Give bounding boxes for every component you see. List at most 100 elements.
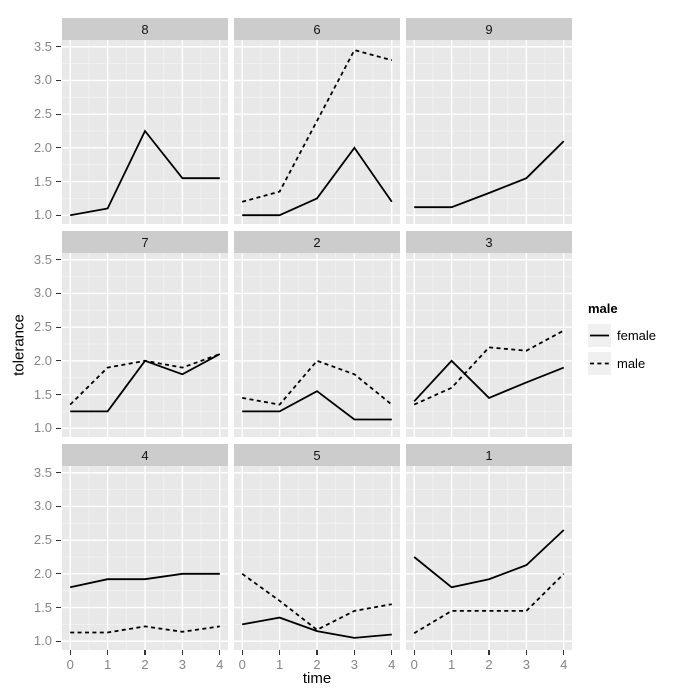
axis-tick-mark: [181, 650, 183, 655]
facet-label: 9: [485, 21, 493, 37]
axis-tick-mark: [241, 650, 243, 655]
y-tick-label: 3.0: [33, 285, 52, 301]
facet-strip: 9: [406, 18, 572, 40]
axis-tick-mark: [219, 650, 221, 655]
y-tick-label: 1.0: [33, 633, 52, 649]
facet-strip: 2: [234, 231, 400, 253]
legend-entry-female: female: [588, 324, 656, 347]
series-line-male: [241, 49, 393, 203]
y-tick-label: 2.5: [33, 106, 52, 122]
facet-label: 2: [313, 234, 321, 250]
y-tick-label: 1.0: [33, 420, 52, 436]
x-tick-label: 3: [350, 657, 358, 672]
axis-tick-mark: [69, 650, 71, 655]
y-tick-label: 3.5: [33, 464, 52, 480]
axis-tick-mark: [56, 180, 61, 183]
axis-tick-mark: [56, 539, 61, 541]
series-line-female: [242, 390, 392, 421]
axis-tick-mark: [56, 393, 61, 396]
y-tick-label: 1.0: [33, 207, 52, 223]
series-line-male: [241, 573, 392, 631]
axis-tick-mark: [56, 147, 61, 149]
legend-entry-label: male: [617, 356, 646, 371]
y-tick-label: 2.0: [33, 565, 52, 581]
axis-tick-mark: [56, 326, 61, 328]
axis-tick-mark: [56, 640, 61, 642]
x-tick-label: 1: [103, 657, 112, 672]
axis-tick-mark: [391, 650, 393, 655]
series-line-male: [70, 625, 220, 634]
axis-tick-mark: [316, 650, 318, 655]
series-line-male: [242, 359, 393, 406]
facet-panel-2: [234, 253, 400, 437]
facet-strip: 7: [62, 231, 228, 253]
x-tick-label: 2: [313, 657, 321, 672]
y-tick-label: 3.5: [33, 251, 52, 267]
x-tick-label: 1: [447, 657, 456, 672]
axis-tick-mark: [488, 650, 490, 655]
facet-panel-8: [62, 40, 228, 224]
y-tick-label: 1.5: [33, 386, 52, 402]
axis-tick-mark: [56, 214, 61, 216]
facet-label: 8: [141, 21, 149, 37]
x-tick-label: 3: [178, 657, 186, 672]
series-line-male: [413, 573, 565, 634]
series-line-male: [69, 353, 221, 406]
facet-label: 3: [485, 234, 493, 250]
x-axis-title: time: [302, 670, 332, 687]
facet-label: 4: [141, 447, 149, 463]
series-line-female: [70, 572, 220, 589]
series-line-female: [414, 140, 565, 209]
legend-key-dashed-line-icon: [588, 352, 611, 375]
axis-tick-mark: [56, 259, 61, 261]
series-line-female: [242, 146, 393, 217]
axis-tick-mark: [144, 650, 146, 655]
facet-label: 7: [141, 234, 149, 250]
x-tick-label: 1: [275, 657, 284, 672]
facet-label: 1: [485, 447, 493, 463]
legend-key-solid-line-icon: [588, 324, 611, 347]
x-tick-label: 4: [388, 657, 396, 672]
y-tick-label: 2.5: [33, 532, 52, 548]
facet-strip: 6: [234, 18, 400, 40]
series-line-female: [413, 529, 565, 589]
facet-panel-9: [406, 40, 572, 224]
facet-strip: 5: [234, 444, 400, 466]
y-tick-label: 2.5: [33, 319, 52, 335]
axis-tick-mark: [107, 650, 109, 655]
facet-label: 5: [313, 447, 321, 463]
axis-tick-mark: [56, 472, 61, 474]
x-tick-label: 4: [216, 657, 224, 672]
facet-panel-4: [62, 466, 228, 650]
x-tick-label: 0: [238, 657, 246, 672]
axis-tick-mark: [525, 650, 527, 655]
axis-tick-mark: [56, 505, 61, 508]
axis-tick-mark: [56, 360, 61, 362]
axis-tick-mark: [353, 650, 355, 655]
facet-panel-5: [234, 466, 400, 650]
y-tick-label: 2.0: [33, 139, 52, 155]
x-tick-label: 3: [522, 657, 530, 672]
axis-tick-mark: [279, 650, 281, 655]
facet-panel-1: [406, 466, 572, 650]
x-tick-label: 0: [410, 657, 418, 672]
series-line-female: [70, 129, 220, 217]
legend: male female male: [588, 301, 656, 380]
y-tick-label: 1.5: [33, 599, 52, 615]
legend-entry-label: female: [617, 328, 657, 343]
axis-tick-mark: [56, 427, 61, 429]
facet-strip: 3: [406, 231, 572, 253]
legend-title: male: [588, 301, 618, 316]
axis-tick-mark: [413, 650, 415, 655]
x-tick-label: 2: [141, 657, 149, 672]
y-tick-label: 2.0: [33, 352, 52, 368]
axis-tick-mark: [56, 46, 61, 48]
axis-tick-mark: [56, 113, 61, 115]
facet-label: 6: [313, 21, 321, 37]
y-tick-label: 3.5: [33, 38, 52, 54]
axis-tick-mark: [56, 79, 61, 82]
series-line-female: [242, 616, 392, 639]
y-tick-label: 3.0: [33, 72, 52, 88]
axis-tick-mark: [56, 606, 61, 609]
